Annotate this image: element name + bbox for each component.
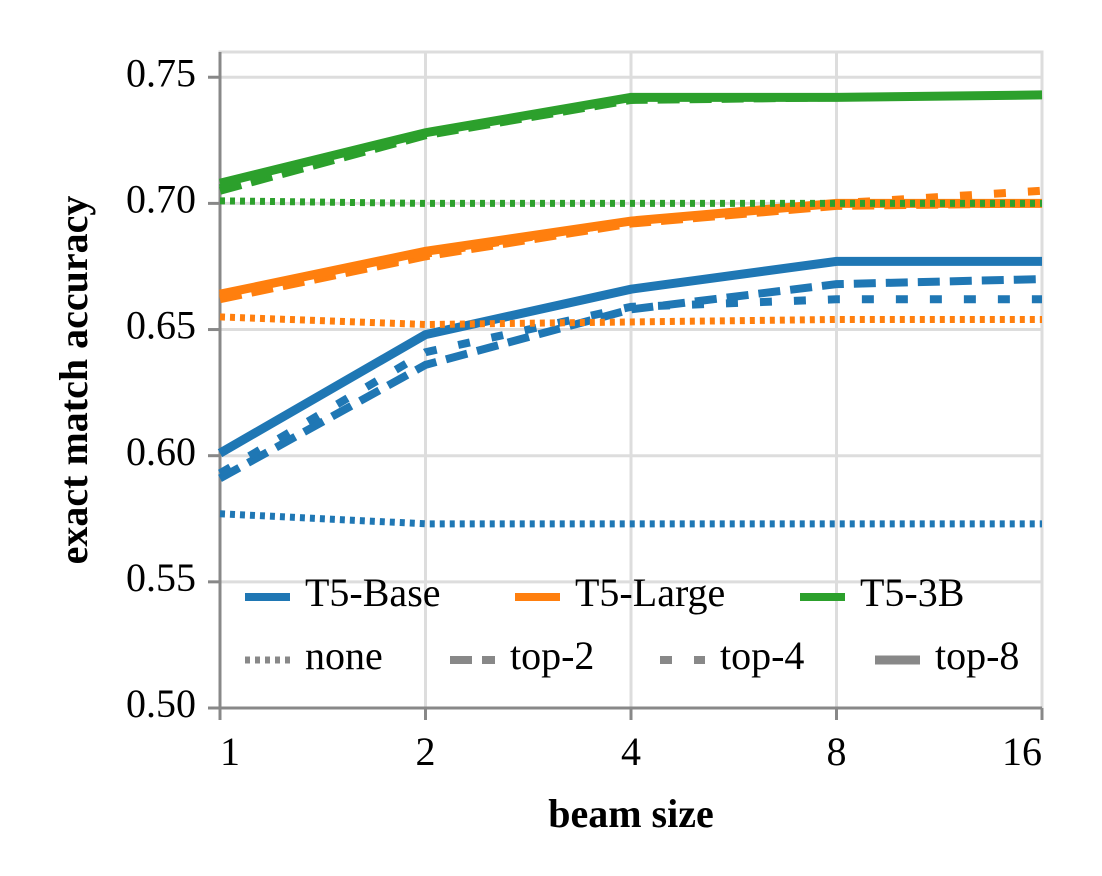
legend-label: top-2 <box>510 633 594 678</box>
x-tick-label: 16 <box>1002 729 1042 774</box>
y-tick-label: 0.60 <box>126 429 196 474</box>
x-axis-label: beam size <box>548 791 714 836</box>
legend-label: T5-3B <box>860 570 964 615</box>
series-line <box>217 256 1042 458</box>
series-line <box>218 90 1043 188</box>
series-line <box>217 295 1042 477</box>
y-tick-label: 0.70 <box>126 177 196 222</box>
y-tick-label: 0.50 <box>126 681 196 726</box>
series-line <box>219 313 1042 328</box>
y-tick-label: 0.75 <box>126 50 196 95</box>
series-line <box>218 275 1043 482</box>
x-tick-label: 2 <box>416 729 436 774</box>
series-line <box>219 198 1042 299</box>
y-tick-label: 0.65 <box>126 303 196 348</box>
legend-label: top-8 <box>935 633 1019 678</box>
y-axis-label: exact match accuracy <box>51 196 96 565</box>
legend-label: top-4 <box>720 633 804 678</box>
series-line <box>219 510 1042 528</box>
x-tick-label: 4 <box>621 729 641 774</box>
legend-label: none <box>305 633 383 678</box>
legend-label: T5-Large <box>575 570 725 615</box>
x-tick-label: 1 <box>220 729 240 774</box>
y-tick-label: 0.55 <box>126 555 196 600</box>
legend-label: T5-Base <box>305 570 441 615</box>
series-line <box>219 197 1042 207</box>
x-tick-label: 8 <box>827 729 847 774</box>
